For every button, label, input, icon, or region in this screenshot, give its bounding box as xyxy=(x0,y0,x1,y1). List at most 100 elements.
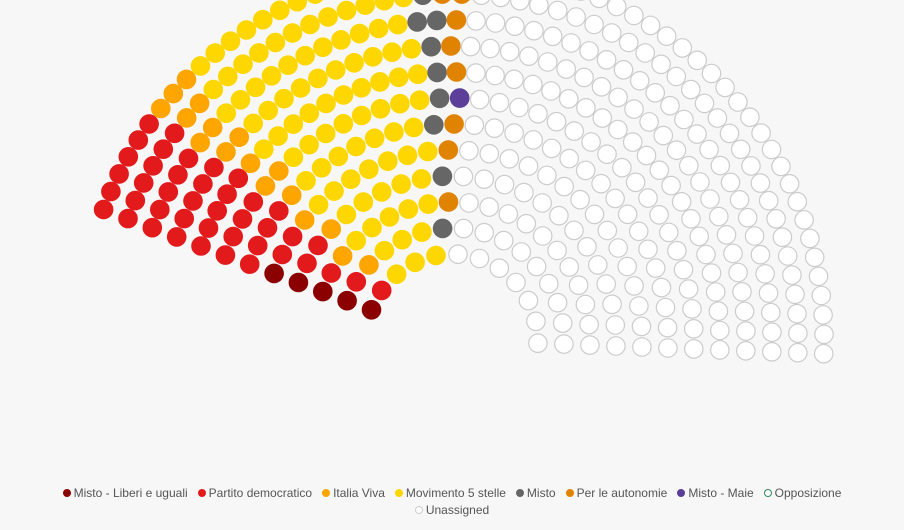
seat-misto[interactable] xyxy=(414,0,432,5)
seat-unassigned[interactable] xyxy=(499,149,520,169)
seat-movimento-5-stelle[interactable] xyxy=(374,0,394,11)
seat-unassigned[interactable] xyxy=(719,123,740,144)
seat-unassigned[interactable] xyxy=(645,83,665,103)
seat-unassigned[interactable] xyxy=(658,338,678,358)
seat-unassigned[interactable] xyxy=(794,210,814,230)
seat-unassigned[interactable] xyxy=(580,335,600,355)
seat-unassigned[interactable] xyxy=(511,242,532,262)
seat-unassigned[interactable] xyxy=(740,107,760,127)
seat-movimento-5-stelle[interactable] xyxy=(382,42,402,62)
seat-partito-democratico[interactable] xyxy=(93,199,114,220)
seat-italia-viva[interactable] xyxy=(268,161,289,181)
legend-item[interactable]: Movimento 5 stelle xyxy=(394,486,506,500)
seat-movimento-5-stelle[interactable] xyxy=(333,85,354,105)
seat-per-le-autonomie[interactable] xyxy=(433,0,451,4)
seat-unassigned[interactable] xyxy=(510,0,530,11)
seat-italia-viva[interactable] xyxy=(151,98,171,119)
seat-unassigned[interactable] xyxy=(541,138,562,159)
seat-partito-democratico[interactable] xyxy=(371,280,392,301)
seat-unassigned[interactable] xyxy=(574,67,594,88)
seat-movimento-5-stelle[interactable] xyxy=(358,159,379,179)
seat-movimento-5-stelle[interactable] xyxy=(203,79,224,100)
legend-item[interactable]: Opposizione xyxy=(763,486,841,500)
seat-unassigned[interactable] xyxy=(448,244,468,264)
seat-movimento-5-stelle[interactable] xyxy=(311,158,332,178)
seat-unassigned[interactable] xyxy=(680,79,701,100)
seat-italia-viva[interactable] xyxy=(359,255,379,275)
seat-unassigned[interactable] xyxy=(628,221,649,242)
seat-partito-democratico[interactable] xyxy=(346,271,367,292)
seat-unassigned[interactable] xyxy=(640,15,661,36)
seat-misto-maie[interactable] xyxy=(449,88,470,108)
seat-movimento-5-stelle[interactable] xyxy=(253,139,274,159)
legend-item[interactable]: Partito democratico xyxy=(197,486,312,500)
seat-partito-democratico[interactable] xyxy=(118,208,138,229)
seat-movimento-5-stelle[interactable] xyxy=(349,23,370,44)
seat-unassigned[interactable] xyxy=(480,38,500,59)
seat-unassigned[interactable] xyxy=(638,239,658,260)
seat-movimento-5-stelle[interactable] xyxy=(390,93,410,114)
legend-item[interactable]: Misto xyxy=(515,486,556,500)
seat-unassigned[interactable] xyxy=(618,32,639,53)
seat-unassigned[interactable] xyxy=(682,299,702,319)
seat-unassigned[interactable] xyxy=(732,281,752,302)
seat-movimento-5-stelle[interactable] xyxy=(333,114,354,134)
seat-movimento-5-stelle[interactable] xyxy=(353,192,374,212)
seat-movimento-5-stelle[interactable] xyxy=(290,78,311,98)
seat-unassigned[interactable] xyxy=(546,111,567,132)
seat-movimento-5-stelle[interactable] xyxy=(351,105,372,126)
seat-unassigned[interactable] xyxy=(479,197,499,217)
seat-unassigned[interactable] xyxy=(689,226,709,247)
seat-italia-viva[interactable] xyxy=(176,108,197,128)
seat-unassigned[interactable] xyxy=(541,81,561,101)
seat-unassigned[interactable] xyxy=(589,0,609,9)
seat-misto[interactable] xyxy=(432,166,453,187)
seat-unassigned[interactable] xyxy=(649,205,669,225)
seat-unassigned[interactable] xyxy=(762,322,782,342)
seat-unassigned[interactable] xyxy=(728,92,748,112)
seat-misto[interactable] xyxy=(426,10,447,31)
seat-unassigned[interactable] xyxy=(459,141,479,161)
seat-unassigned[interactable] xyxy=(683,318,704,339)
seat-partito-democratico[interactable] xyxy=(321,263,342,283)
seat-unassigned[interactable] xyxy=(777,246,798,266)
seat-unassigned[interactable] xyxy=(730,139,751,160)
seat-unassigned[interactable] xyxy=(788,323,808,343)
seat-movimento-5-stelle[interactable] xyxy=(265,32,286,53)
seat-unassigned[interactable] xyxy=(484,118,505,138)
seat-unassigned[interactable] xyxy=(673,259,694,280)
seat-unassigned[interactable] xyxy=(537,52,558,72)
seat-unassigned[interactable] xyxy=(453,218,474,239)
seat-unassigned[interactable] xyxy=(566,7,586,27)
seat-unassigned[interactable] xyxy=(579,314,599,335)
seat-unassigned[interactable] xyxy=(625,172,646,193)
seat-unassigned[interactable] xyxy=(460,36,481,57)
seat-unassigned[interactable] xyxy=(453,166,474,187)
seat-unassigned[interactable] xyxy=(498,204,519,224)
seat-italia-viva[interactable] xyxy=(294,210,315,230)
seat-misto[interactable] xyxy=(421,36,441,57)
seat-movimento-5-stelle[interactable] xyxy=(368,18,389,39)
seat-unassigned[interactable] xyxy=(699,139,719,160)
seat-partito-democratico[interactable] xyxy=(232,209,253,229)
seat-unassigned[interactable] xyxy=(751,123,771,143)
seat-unassigned[interactable] xyxy=(605,188,625,209)
seat-partito-democratico[interactable] xyxy=(272,244,293,265)
seat-unassigned[interactable] xyxy=(612,157,632,178)
seat-misto-liberi-e-uguali[interactable] xyxy=(264,263,284,284)
seat-italia-viva[interactable] xyxy=(176,69,197,90)
seat-unassigned[interactable] xyxy=(687,124,707,144)
seat-misto[interactable] xyxy=(432,218,453,239)
seat-unassigned[interactable] xyxy=(570,189,590,210)
seat-partito-democratico[interactable] xyxy=(150,199,170,220)
seat-unassigned[interactable] xyxy=(493,230,514,251)
seat-italia-viva[interactable] xyxy=(202,117,223,138)
seat-movimento-5-stelle[interactable] xyxy=(236,20,257,40)
seat-unassigned[interactable] xyxy=(584,204,605,225)
seat-movimento-5-stelle[interactable] xyxy=(407,64,428,84)
seat-unassigned[interactable] xyxy=(532,226,553,246)
seat-unassigned[interactable] xyxy=(761,341,782,362)
seat-movimento-5-stelle[interactable] xyxy=(346,136,366,157)
seat-unassigned[interactable] xyxy=(696,244,716,265)
seat-unassigned[interactable] xyxy=(537,165,557,186)
